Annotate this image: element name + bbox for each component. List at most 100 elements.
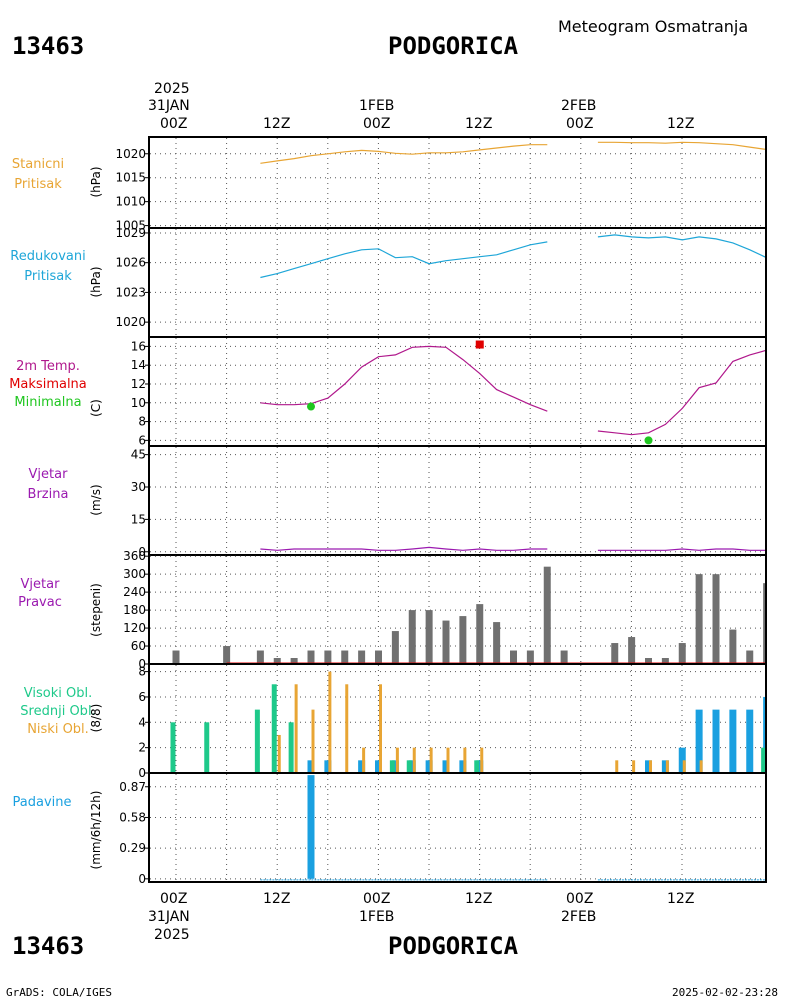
bottom-date-label-3: 2FEB: [561, 909, 596, 925]
y-tick-label: 1029: [115, 226, 146, 240]
panel-1: 1005 1010 1015 1020 Stanicni Pritisak (hPa): [12, 136, 767, 233]
panel-data: [260, 340, 765, 445]
panel-label-line: Redukovani: [10, 249, 85, 264]
bar: [695, 574, 703, 663]
y-tick-label: 1020: [115, 147, 146, 161]
panel-frame: [148, 554, 767, 665]
bar: [446, 747, 450, 772]
unit-label: (mm/6h/12h): [89, 791, 103, 870]
y-tick-label: 45: [131, 448, 146, 462]
bar: [476, 760, 484, 772]
top-hour-label-4: 12Z: [465, 116, 492, 132]
bar: [324, 760, 332, 772]
y-tick-label: 14: [131, 358, 146, 372]
bar: [362, 747, 366, 772]
panel-label-line: Vjetar: [21, 577, 61, 592]
unit-label: (8/8): [89, 704, 103, 733]
bar: [442, 620, 450, 663]
panel-frame: [148, 445, 767, 556]
bar: [459, 760, 467, 772]
y-tick-label: 0.29: [119, 841, 146, 855]
bar: [729, 629, 737, 663]
bar: [408, 610, 416, 663]
bar: [526, 650, 534, 663]
bar: [391, 631, 399, 663]
bar: [358, 650, 366, 663]
bar: [678, 747, 686, 772]
bar: [761, 747, 765, 772]
top-hour-label-1: 00Z: [160, 116, 187, 132]
panel-data: [260, 546, 765, 551]
bar: [379, 684, 382, 772]
panel-data: [172, 566, 787, 664]
y-tick-label: 16: [131, 339, 146, 353]
bottom-hour-label-1: 00Z: [160, 891, 187, 907]
bottom-hour-label-4: 12Z: [465, 891, 492, 907]
y-tick-label: 10: [131, 396, 146, 410]
bar: [273, 658, 281, 663]
footer-timestamp: 2025-02-02-23:28: [672, 986, 778, 999]
panel-label-line: Minimalna: [14, 395, 81, 410]
bar: [406, 760, 412, 772]
bottom-year-label: 2025: [154, 927, 190, 943]
bar: [795, 748, 800, 773]
bar: [395, 747, 399, 772]
bar: [170, 722, 176, 772]
bar: [463, 747, 467, 772]
bar: [474, 760, 480, 772]
y-tick-label: 1010: [115, 195, 146, 209]
y-tick-label: 0.58: [119, 810, 146, 824]
bar: [358, 760, 366, 772]
bar: [746, 650, 754, 663]
bar: [290, 658, 298, 663]
panel-6: 0 2 4 6 8 Visoki Obl. Srednji Obl. Niski Obl. (8…: [20, 663, 800, 780]
panel-label-line: Pravac: [18, 595, 62, 610]
bar: [204, 722, 210, 772]
bar: [682, 760, 686, 772]
bar: [389, 760, 395, 772]
y-tick-label: 8: [138, 665, 146, 679]
y-tick-label: 360: [123, 549, 146, 563]
y-tick-label: 1026: [115, 256, 146, 270]
bar: [408, 760, 416, 772]
panel-label-line: Visoki Obl.: [24, 686, 92, 701]
y-tick-label: 6: [138, 690, 146, 704]
bar: [780, 604, 787, 664]
bar: [763, 583, 765, 663]
bar: [328, 671, 332, 772]
bar: [661, 760, 669, 772]
station-id-bottom: 13463: [12, 932, 84, 960]
footer-credit: GrADS: COLA/IGES: [6, 986, 112, 999]
y-tick-label: 8: [138, 415, 146, 429]
y-tick-label: 240: [123, 585, 146, 599]
bar: [311, 709, 315, 772]
panel-frame: [148, 136, 767, 229]
bar: [391, 760, 399, 772]
top-date-label-2: 1FEB: [359, 98, 394, 114]
panel-data: [260, 141, 765, 164]
bar: [699, 760, 703, 772]
bar: [746, 709, 754, 772]
top-date-label-3: 2FEB: [561, 98, 596, 114]
bar: [442, 760, 450, 772]
panel-label-line: Brzina: [28, 487, 69, 502]
chart-title: Meteogram Osmatranja: [558, 17, 748, 36]
bar: [645, 760, 652, 772]
y-tick-label: 0: [138, 657, 146, 671]
station-id-top: 13463: [12, 32, 84, 60]
y-tick-label: 4: [138, 715, 146, 729]
panel-frame: [148, 336, 767, 447]
bar: [780, 710, 787, 773]
y-tick-label: 0: [138, 872, 146, 886]
bar: [307, 760, 315, 772]
y-tick-label: 0: [138, 766, 146, 780]
panel-data: [170, 671, 800, 773]
panel-label-line: Vjetar: [29, 467, 69, 482]
panel-2: 1020 1023 1026 1029 Redukovani Pritisak (hPa): [10, 226, 767, 338]
bar: [628, 637, 636, 663]
bottom-hour-label-3: 00Z: [363, 891, 390, 907]
bar: [695, 709, 703, 772]
bar: [615, 760, 619, 772]
